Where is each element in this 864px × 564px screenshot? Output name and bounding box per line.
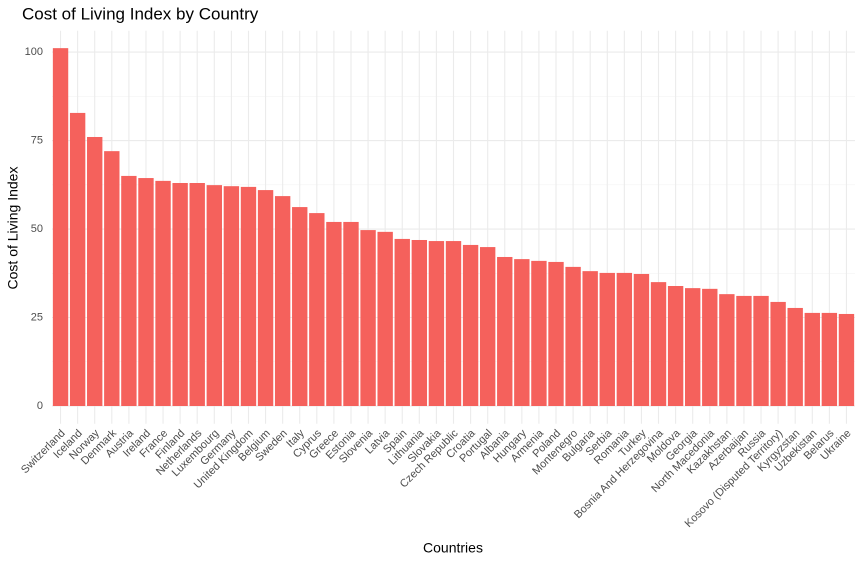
bar <box>753 295 769 407</box>
bar <box>685 288 701 407</box>
bar <box>206 185 222 407</box>
bar <box>667 286 684 407</box>
bar <box>514 259 530 407</box>
bar <box>821 312 838 407</box>
bar <box>87 136 103 407</box>
bar <box>52 48 69 407</box>
y-tick-label: 100 <box>25 46 43 58</box>
bar <box>479 247 496 407</box>
chart-title: Cost of Living Index by Country <box>22 4 259 23</box>
bar <box>462 244 479 407</box>
bar <box>428 241 445 407</box>
bar <box>531 260 547 407</box>
bar <box>702 288 718 407</box>
bar <box>582 271 598 407</box>
y-tick-label: 25 <box>31 311 43 323</box>
bar <box>719 294 735 407</box>
bar <box>189 183 205 407</box>
bar <box>445 241 462 407</box>
y-tick-label: 50 <box>31 223 43 235</box>
bar <box>377 231 393 407</box>
bar <box>138 178 154 407</box>
bar <box>804 312 820 407</box>
bar <box>240 186 257 407</box>
bar <box>770 301 786 407</box>
bar <box>104 151 120 407</box>
bar <box>223 186 240 407</box>
bar <box>257 190 274 407</box>
bar <box>343 221 359 407</box>
bar <box>394 238 410 407</box>
bar <box>155 180 171 407</box>
bar <box>326 221 342 407</box>
bar <box>565 266 581 407</box>
bar <box>497 256 513 407</box>
bar <box>548 261 564 407</box>
bar <box>274 196 291 407</box>
bar <box>69 112 86 407</box>
bar <box>309 213 325 407</box>
bar <box>633 273 650 407</box>
bar <box>787 307 803 407</box>
y-tick-label: 75 <box>31 134 43 146</box>
bar <box>650 282 667 407</box>
bar <box>736 295 752 407</box>
bar <box>616 272 633 407</box>
x-axis-title: Countries <box>423 540 483 556</box>
y-tick-label: 0 <box>37 400 43 412</box>
bar <box>292 207 308 407</box>
bar <box>121 175 137 407</box>
y-axis-title: Cost of Living Index <box>5 167 21 290</box>
bar <box>360 230 376 407</box>
bar <box>172 183 188 407</box>
bar <box>838 313 855 407</box>
bar <box>599 272 615 407</box>
bar <box>411 239 428 407</box>
